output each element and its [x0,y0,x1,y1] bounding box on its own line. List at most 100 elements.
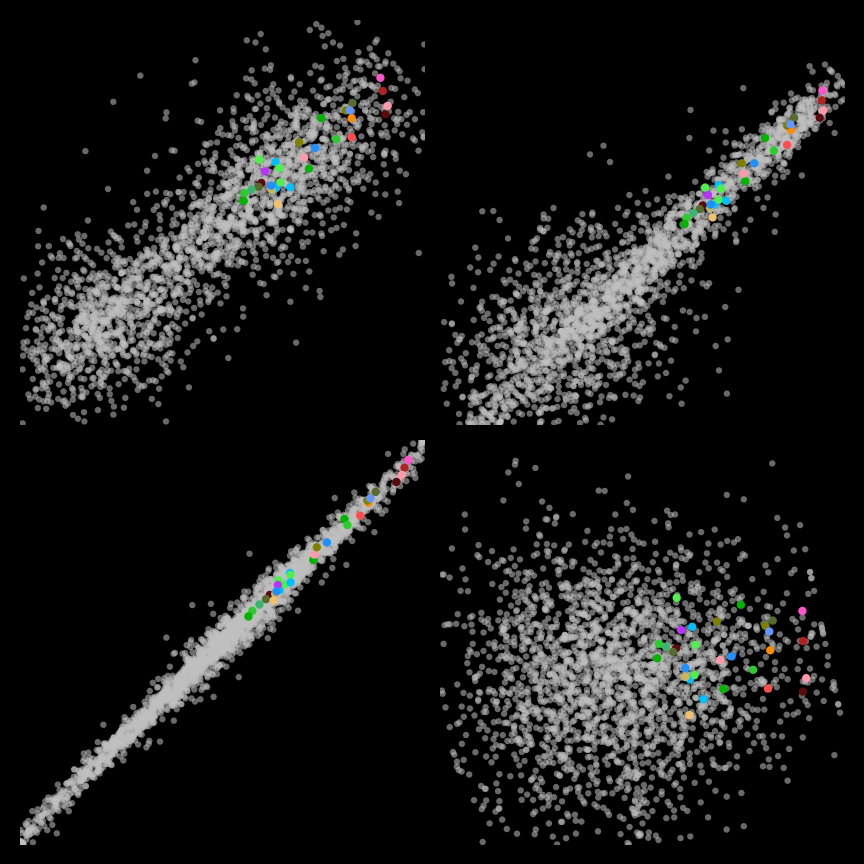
highlight-point [688,623,696,631]
highlight-point [681,673,689,681]
highlight-point [818,86,826,94]
highlight-point [816,114,824,122]
highlight-point [783,141,791,149]
highlight-point [400,463,408,471]
highlight-point [680,220,688,228]
highlight-point [247,185,255,193]
highlight-point [286,183,294,191]
highlight-point [669,648,677,656]
scatter-panel-br [440,440,845,845]
highlight-point [706,200,714,208]
highlight-point [704,191,712,199]
highlight-point [295,138,303,146]
highlight-point [343,521,351,529]
highlight-point [267,181,275,189]
highlight-point [719,685,727,693]
background-points [441,61,845,425]
highlight-point [770,146,778,154]
scatter-svg-br [440,440,845,845]
highlight-point [379,87,387,95]
highlight-point [255,155,263,163]
highlight-point [240,197,248,205]
highlight-point [305,165,313,173]
highlight-point [750,159,758,167]
highlight-point [764,684,772,692]
scatter-panel-tl [20,20,425,425]
highlight-point [765,627,773,635]
highlight-point [737,601,745,609]
highlight-point [818,96,826,104]
highlight-point [300,153,308,161]
highlight-point [317,114,325,122]
highlight-point [713,617,721,625]
highlight-point [272,587,280,595]
highlight-point [717,185,725,193]
highlight-point [261,167,269,175]
highlight-point [244,612,252,620]
highlight-point [392,478,400,486]
highlight-point [749,666,757,674]
highlight-point [356,511,364,519]
highlight-point [286,571,294,579]
highlight-point [662,643,670,651]
highlight-point [384,102,392,110]
scatter-panel-bl [20,440,425,845]
highlight-point [766,646,774,654]
scatter-svg-bl [20,440,425,845]
highlight-point [798,607,806,615]
highlight-point [348,133,356,141]
highlight-point [346,106,354,114]
highlight-point [404,456,412,464]
highlight-point [286,578,294,586]
highlight-point [727,652,735,660]
highlight-point [310,551,318,559]
highlight-point [738,159,746,167]
highlight-point [799,688,807,696]
highlight-point [761,134,769,142]
highlight-point [690,671,698,679]
highlight-point [677,626,685,634]
highlight-point [716,656,724,664]
highlight-point [802,674,810,682]
scatter-panel-tr [440,20,845,425]
highlight-point [708,213,716,221]
highlight-point [673,594,681,602]
highlight-point [366,494,374,502]
highlight-point [255,600,263,608]
highlight-point [689,209,697,217]
highlight-point [769,616,777,624]
highlight-point [685,711,693,719]
highlight-point [701,183,709,191]
highlight-point [381,110,389,118]
highlight-point [653,654,661,662]
highlight-point [786,120,794,128]
highlight-point [348,114,356,122]
highlight-point [819,106,827,114]
scatter-svg-tr [440,20,845,425]
highlight-point [739,170,747,178]
highlight-point [348,99,356,107]
highlight-point [275,164,283,172]
highlight-point [681,664,689,672]
scatter-svg-tl [20,20,425,425]
highlight-point [313,543,321,551]
background-points [20,20,425,425]
highlight-point [262,595,270,603]
highlight-point [799,637,807,645]
highlight-point [276,178,284,186]
highlight-point [371,488,379,496]
highlight-point [240,189,248,197]
highlight-point [655,640,663,648]
highlight-point [274,200,282,208]
highlight-point [376,74,384,82]
highlight-point [699,695,707,703]
highlight-point [722,197,730,205]
highlight-point [741,177,749,185]
highlight-point [332,135,340,143]
highlight-point [691,641,699,649]
scatter-grid [0,0,864,864]
highlight-point [323,538,331,546]
highlight-point [398,471,406,479]
highlight-point [715,196,723,204]
highlight-point [269,596,277,604]
